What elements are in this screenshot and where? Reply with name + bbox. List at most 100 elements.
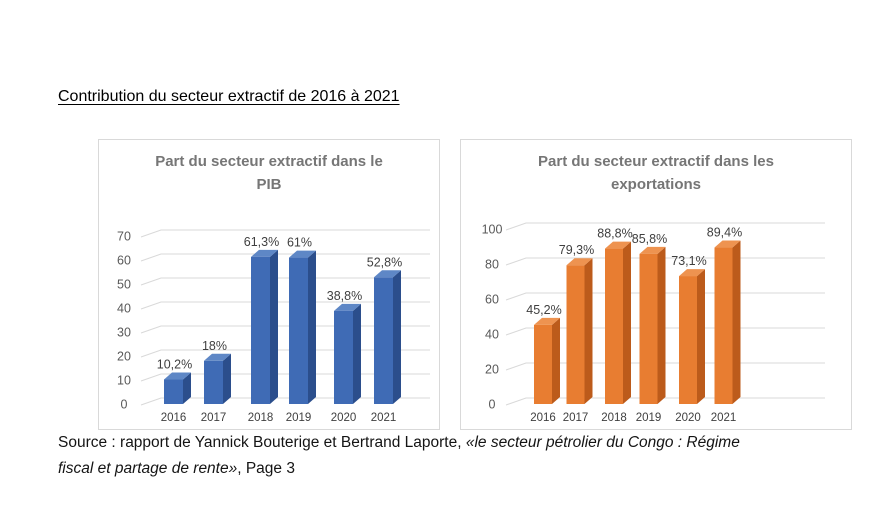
gridline bbox=[140, 253, 430, 262]
bar-3d-2017 bbox=[566, 258, 593, 404]
bars bbox=[534, 240, 741, 404]
bar-top-face bbox=[164, 372, 191, 380]
bar-side-face bbox=[623, 241, 631, 404]
bar-3d-2018 bbox=[605, 241, 631, 404]
bar-top-face bbox=[605, 241, 631, 249]
bar-side-face bbox=[353, 303, 361, 404]
source-text-italic-2: fiscal et partage de rente» bbox=[58, 460, 238, 477]
x-category-label: 2017 bbox=[201, 412, 227, 424]
chart-panel-pib: 0 10 20 30 40 50 60 70 10,2% 18% 61,3% 61% 38,8% 52,8… bbox=[98, 139, 440, 430]
bar-front-face bbox=[289, 257, 308, 404]
y-tick-label: 50 bbox=[117, 278, 131, 292]
bar-side-face bbox=[697, 269, 705, 404]
bar-side-face bbox=[584, 258, 593, 404]
bar-front-face bbox=[605, 248, 623, 404]
bar-3d-2020 bbox=[334, 303, 361, 404]
bar-3d-2020 bbox=[679, 269, 705, 404]
bar-side-face bbox=[223, 353, 231, 404]
bar-top-face bbox=[566, 258, 593, 266]
bar-3d-2016 bbox=[534, 317, 560, 404]
y-tick-label: 30 bbox=[117, 326, 131, 340]
value-label: 88,8% bbox=[597, 227, 632, 241]
source-citation: Source : rapport de Yannick Bouterige et… bbox=[58, 430, 808, 482]
x-category-label: 2016 bbox=[530, 412, 556, 424]
value-labels: 10,2% 18% 61,3% 61% 38,8% 52,8% bbox=[157, 235, 402, 372]
x-axis-labels: 2016 2017 2018 2019 2020 2021 bbox=[161, 412, 397, 424]
y-tick-label: 70 bbox=[117, 230, 131, 244]
value-label: 61% bbox=[287, 236, 312, 250]
value-label: 10,2% bbox=[157, 358, 192, 372]
bar-side-face bbox=[393, 270, 401, 404]
x-category-label: 2019 bbox=[286, 412, 312, 424]
bar-top-face bbox=[204, 353, 231, 361]
bar-front-face bbox=[204, 360, 223, 404]
bar-side-face bbox=[552, 317, 560, 404]
bar-3d-2021 bbox=[374, 270, 401, 404]
bar-3d-2021 bbox=[714, 240, 741, 404]
gridline bbox=[140, 277, 430, 286]
bar-side-face bbox=[732, 240, 741, 404]
bar-top-face bbox=[334, 303, 361, 311]
bar-front-face bbox=[714, 247, 733, 404]
value-label: 89,4% bbox=[707, 226, 742, 240]
chart-pib: 0 10 20 30 40 50 60 70 10,2% 18% 61,3% 61% 38,8% 52,8… bbox=[117, 229, 430, 424]
bar-3d-2016 bbox=[164, 372, 191, 404]
gridline bbox=[140, 301, 430, 310]
y-tick-label: 10 bbox=[117, 374, 131, 388]
source-text-normal-1: Source : rapport de Yannick Bouterige et… bbox=[58, 434, 466, 451]
x-category-label: 2021 bbox=[371, 412, 397, 424]
bar-top-face bbox=[251, 249, 278, 257]
y-tick-label: 20 bbox=[485, 363, 499, 377]
source-text-italic-1: «le secteur pétrolier du Congo : Régime bbox=[465, 434, 740, 451]
value-label: 45,2% bbox=[526, 303, 561, 317]
gridline bbox=[140, 229, 430, 238]
bar-front-face bbox=[679, 276, 697, 404]
chart-panel-exportations: 0 20 40 60 80 100 45,2% 79,3% 88,8% 85,8% 73,1% 89,… bbox=[460, 139, 852, 430]
y-tick-label: 40 bbox=[117, 302, 131, 316]
x-category-label: 2017 bbox=[563, 412, 589, 424]
x-category-label: 2016 bbox=[161, 412, 187, 424]
value-label: 52,8% bbox=[367, 255, 402, 269]
bar-top-face bbox=[534, 317, 560, 325]
value-label: 18% bbox=[202, 339, 227, 353]
value-label: 85,8% bbox=[632, 232, 667, 246]
bar-top-face bbox=[374, 270, 401, 278]
x-category-label: 2019 bbox=[636, 412, 662, 424]
y-tick-label: 80 bbox=[485, 258, 499, 272]
bar-front-face bbox=[334, 310, 353, 404]
bar-front-face bbox=[251, 256, 270, 404]
x-category-label: 2020 bbox=[331, 412, 357, 424]
bar-top-face bbox=[714, 240, 741, 248]
bar-3d-2019 bbox=[639, 246, 666, 404]
bar-front-face bbox=[566, 265, 585, 404]
y-tick-label: 0 bbox=[121, 398, 128, 412]
value-label: 38,8% bbox=[327, 289, 362, 303]
bar-3d-2019 bbox=[289, 250, 316, 404]
value-label: 79,3% bbox=[559, 243, 594, 257]
x-category-label: 2018 bbox=[248, 412, 274, 424]
bar-side-face bbox=[183, 372, 191, 404]
bar-front-face bbox=[374, 277, 393, 404]
chart-title-pib: Part du secteur extractif dans le PIB bbox=[155, 153, 383, 193]
bar-top-face bbox=[289, 250, 316, 258]
bar-top-face bbox=[679, 269, 705, 277]
x-category-label: 2020 bbox=[675, 412, 701, 424]
page-title: Contribution du secteur extractif de 201… bbox=[58, 88, 400, 105]
x-axis-labels: 2016 2017 2018 2019 2020 2021 bbox=[530, 412, 736, 424]
y-tick-label: 0 bbox=[489, 398, 496, 412]
chart-title-exportations: Part du secteur extractif dans les expor… bbox=[538, 153, 774, 193]
y-axis-labels: 0 20 40 60 80 100 bbox=[482, 223, 503, 412]
value-label: 61,3% bbox=[244, 235, 279, 249]
bar-front-face bbox=[639, 253, 658, 404]
y-tick-label: 60 bbox=[485, 293, 499, 307]
y-tick-label: 40 bbox=[485, 328, 499, 342]
value-labels: 45,2% 79,3%88,8% 85,8% 73,1%89,4% bbox=[526, 226, 742, 317]
bar-side-face bbox=[657, 246, 666, 404]
bar-front-face bbox=[534, 324, 552, 404]
y-tick-label: 60 bbox=[117, 254, 131, 268]
x-category-label: 2018 bbox=[601, 412, 627, 424]
y-gridlines bbox=[140, 229, 430, 406]
bar-3d-2018 bbox=[251, 249, 278, 404]
y-axis-labels: 0 10 20 30 40 50 60 70 bbox=[117, 230, 131, 412]
